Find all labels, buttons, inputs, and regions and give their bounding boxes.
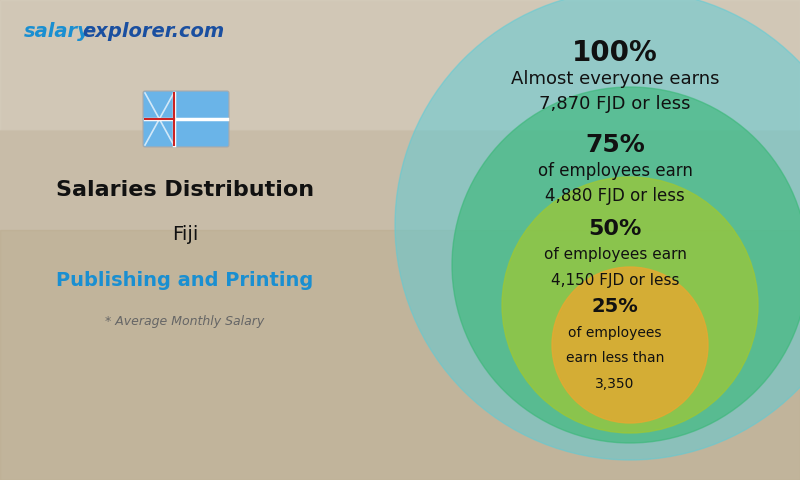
Text: of employees earn: of employees earn xyxy=(538,161,693,180)
Text: Salaries Distribution: Salaries Distribution xyxy=(56,180,314,200)
Text: Almost everyone earns: Almost everyone earns xyxy=(510,70,719,87)
Bar xyxy=(0,230,800,480)
Text: Fiji: Fiji xyxy=(172,226,198,244)
Text: 3,350: 3,350 xyxy=(595,376,634,391)
Bar xyxy=(0,0,800,130)
FancyBboxPatch shape xyxy=(143,91,229,147)
Circle shape xyxy=(502,177,758,433)
Text: 4,880 FJD or less: 4,880 FJD or less xyxy=(545,187,685,205)
Text: of employees: of employees xyxy=(568,325,662,339)
Text: earn less than: earn less than xyxy=(566,351,664,365)
Circle shape xyxy=(395,0,800,460)
Bar xyxy=(0,130,800,230)
Text: 50%: 50% xyxy=(588,219,642,239)
Circle shape xyxy=(552,267,708,423)
Text: * Average Monthly Salary: * Average Monthly Salary xyxy=(106,315,265,328)
Text: of employees earn: of employees earn xyxy=(543,247,686,262)
Text: 75%: 75% xyxy=(585,133,645,157)
Text: 7,870 FJD or less: 7,870 FJD or less xyxy=(539,95,690,113)
Text: 4,150 FJD or less: 4,150 FJD or less xyxy=(550,273,679,288)
Text: 25%: 25% xyxy=(592,298,638,316)
Circle shape xyxy=(452,87,800,443)
Text: explorer.com: explorer.com xyxy=(82,22,225,41)
Text: 100%: 100% xyxy=(572,39,658,67)
Text: Publishing and Printing: Publishing and Printing xyxy=(56,271,314,289)
Text: salary: salary xyxy=(24,22,91,41)
